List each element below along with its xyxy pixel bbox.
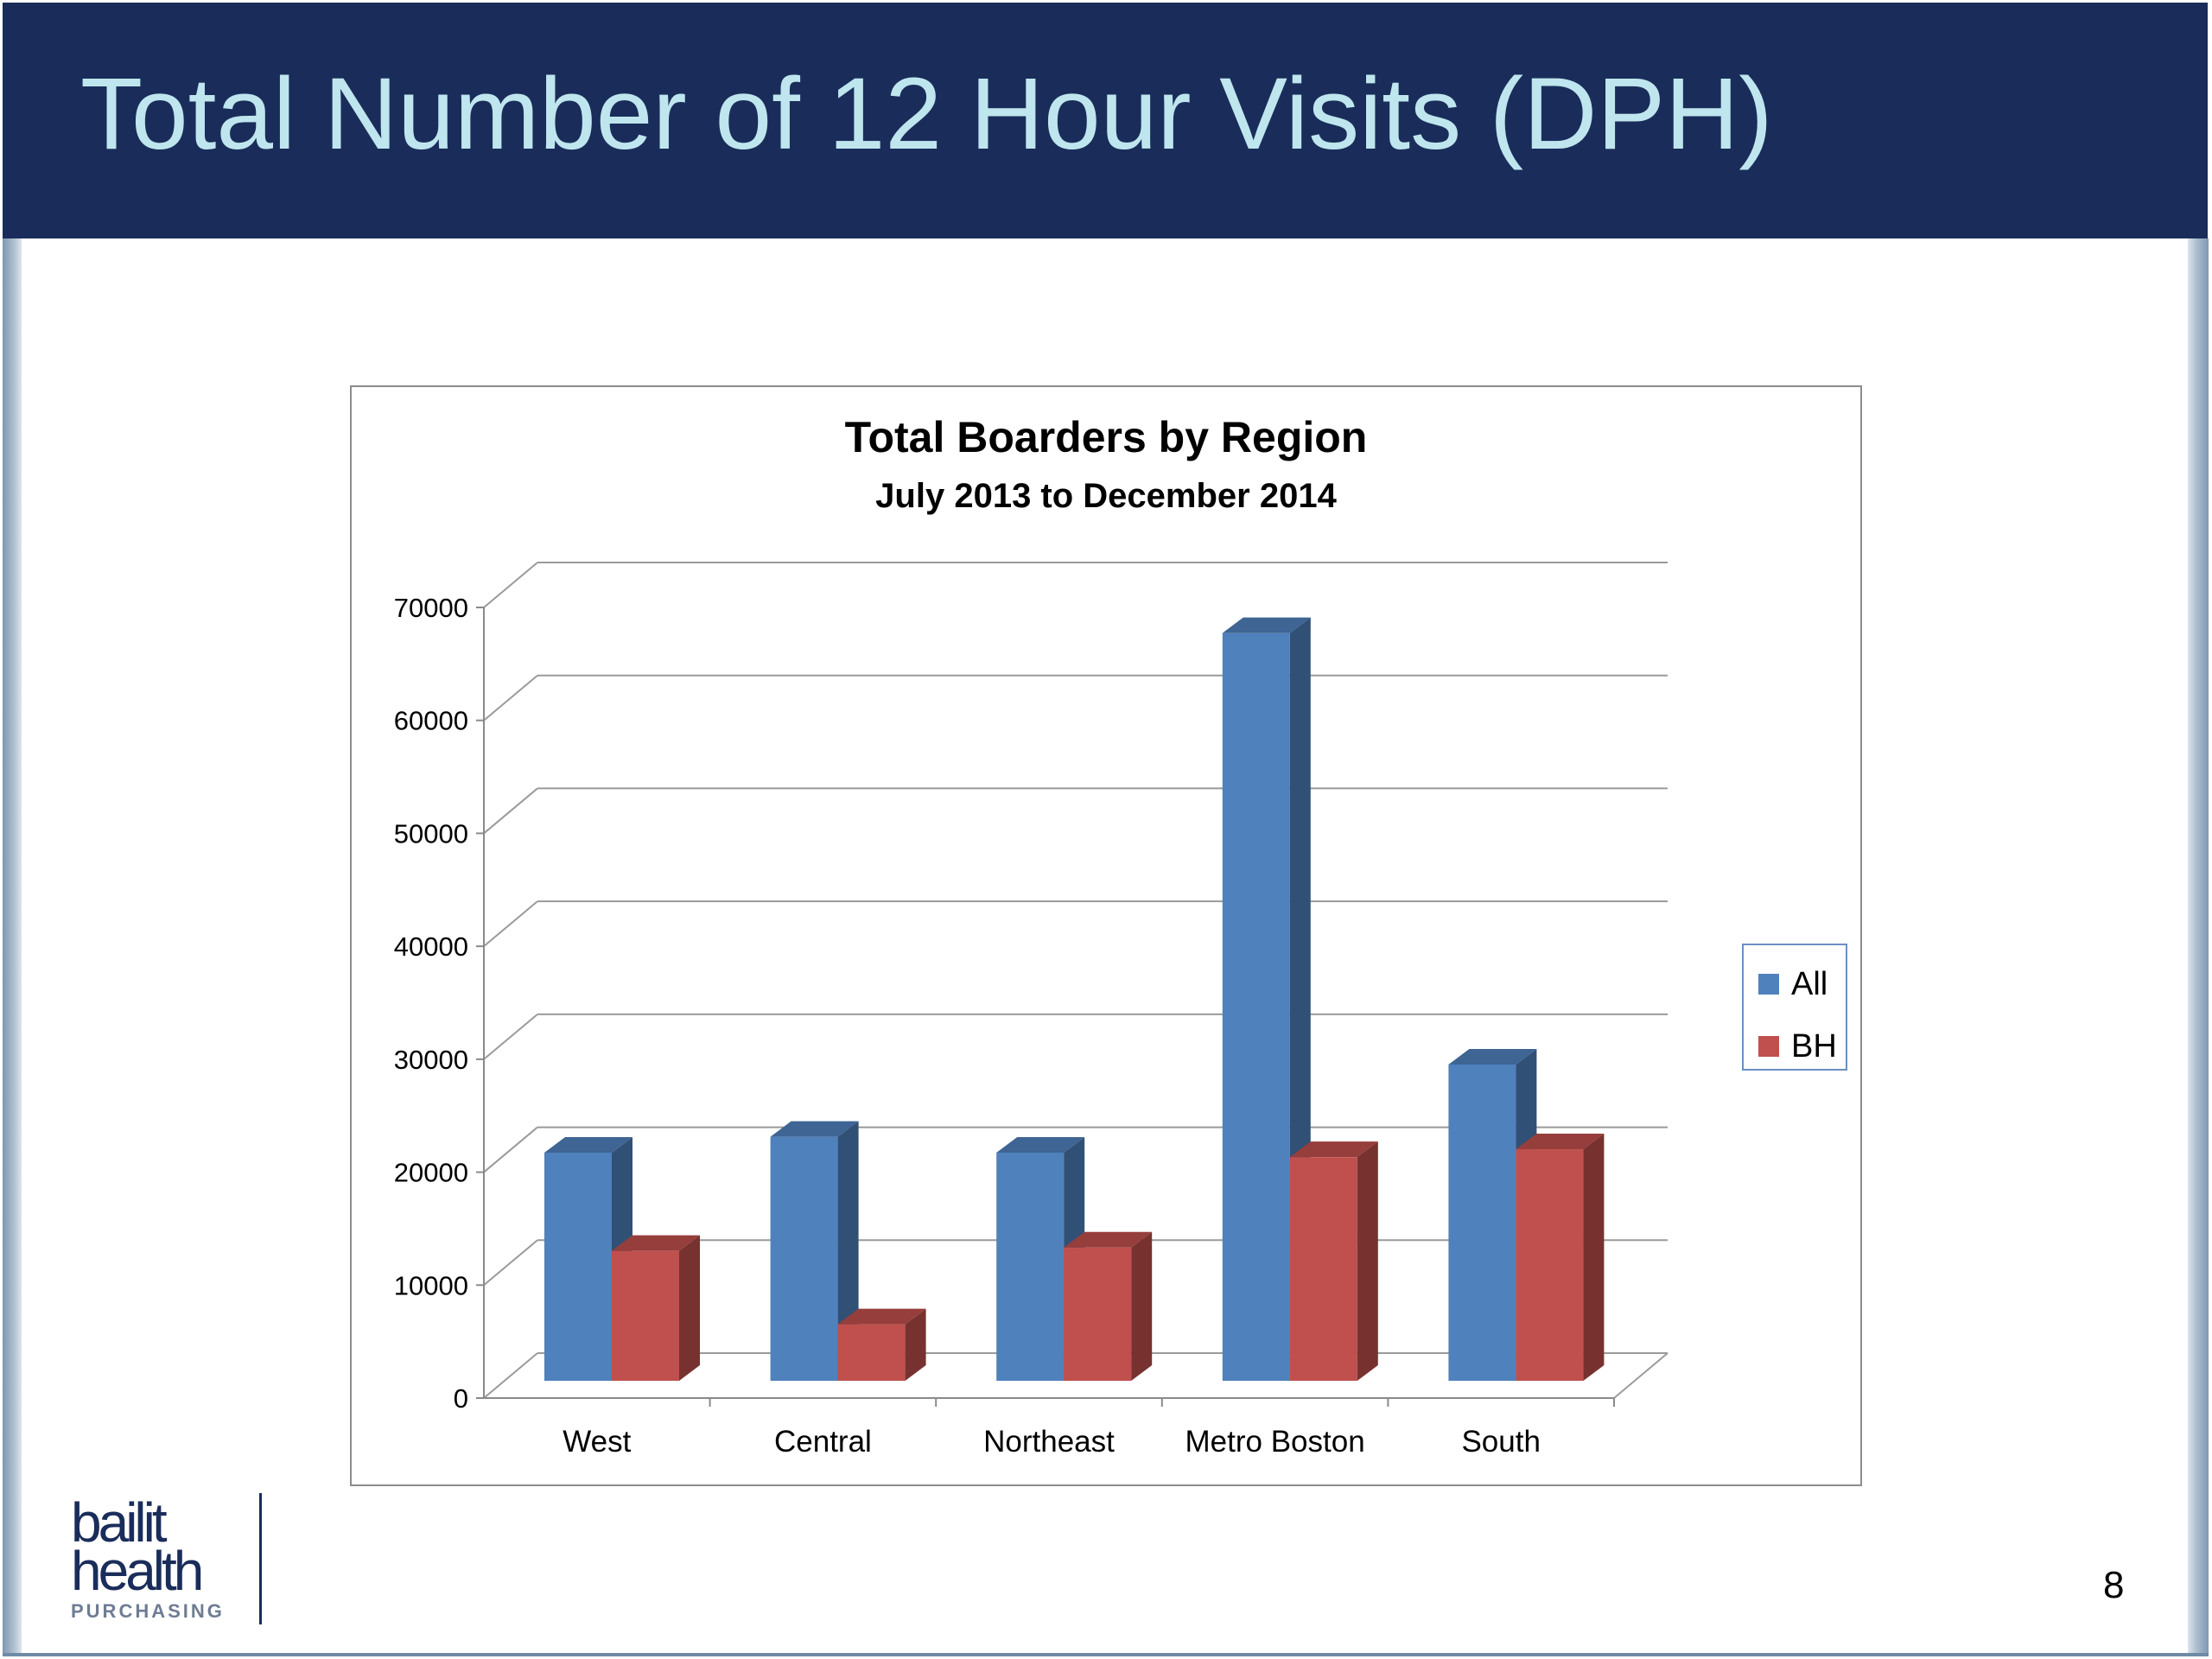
y-tick-label: 70000 [394,593,468,623]
bar-bh-west [612,1235,700,1381]
bars [544,617,1605,1381]
page-number: 8 [2103,1564,2125,1606]
bar-top [612,1235,700,1251]
gridline-side [483,674,538,721]
bar-front [544,1152,612,1381]
legend-swatch-bh [1758,1036,1779,1057]
bar-side [679,1235,700,1381]
bar-top [837,1308,926,1325]
y-tick-label: 20000 [394,1158,468,1188]
bar-chart: Total Boarders by Region July 2013 to De… [394,413,1847,1459]
gridline-side [483,787,538,835]
bar-top [1289,1141,1378,1158]
chart-title: Total Boarders by Region [845,413,1368,461]
slide-title: Total Number of 12 Hour Visits (DPH) [80,57,1773,171]
y-tick-label: 0 [454,1383,468,1414]
gridline-side [483,900,538,947]
axes [476,607,1669,1407]
bailit-health-logo: bailit health PURCHASING [71,1495,278,1626]
gridline-side [483,1239,538,1287]
bar-bh-south [1516,1134,1605,1381]
bar-front [1516,1149,1584,1381]
legend-label-all: All [1791,966,1827,1002]
bar-front [1289,1157,1357,1381]
bar-side [1357,1141,1378,1381]
y-tick-label: 30000 [394,1045,468,1075]
bar-bh-metro-boston [1289,1141,1378,1381]
logo-word-health: health [71,1540,204,1602]
title-bar: Total Number of 12 Hour Visits (DPH) [3,3,2208,238]
y-axis-tick-labels: 0 10000 20000 30000 40000 50000 60000 70000 [394,593,468,1414]
legend-label-bh: BH [1791,1028,1837,1065]
bar-top [1064,1231,1153,1248]
bar-side [1583,1134,1605,1381]
y-tick-label: 10000 [394,1270,468,1300]
x-category-label: Metro Boston [1185,1425,1365,1459]
x-category-label: Northeast [983,1425,1115,1459]
x-category-label: West [563,1425,631,1459]
bar-top [770,1121,859,1137]
right-border-bar [2188,238,2209,1656]
bottom-border-line [3,1653,2209,1656]
floor-right-edge [1613,1352,1669,1399]
y-tick-label: 60000 [394,706,468,736]
bar-top [1222,617,1311,633]
bar-front [996,1152,1065,1381]
bar-side [1131,1231,1153,1381]
bar-side [905,1308,926,1381]
gridline-side [483,1126,538,1173]
gridline-side [483,1014,538,1060]
bar-top [996,1136,1085,1153]
bar-front [1064,1247,1132,1381]
bar-front [1448,1065,1516,1381]
gridline-side [483,562,538,608]
legend: All BH [1742,944,1847,1071]
logo-word-bailit: bailit [71,1491,168,1554]
bar-bh-central [837,1308,926,1381]
bar-front [1222,632,1290,1381]
bar-top [1516,1134,1605,1150]
legend-swatch-all [1758,974,1779,995]
bar-top [544,1136,632,1153]
gridlines [483,562,1668,1399]
bar-front [770,1136,838,1381]
bar-top [1448,1049,1537,1065]
logo-divider [259,1493,262,1624]
bar-bh-northeast [1064,1231,1153,1381]
x-category-label: South [1461,1425,1540,1459]
y-tick-label: 40000 [394,931,468,962]
x-axis-category-labels: West Central Northeast Metro Boston South [563,1425,1541,1459]
bar-front [837,1324,906,1381]
y-tick-label: 50000 [394,818,468,849]
x-category-label: Central [774,1425,872,1459]
gridline-side [483,1352,538,1399]
left-border-bar [3,238,22,1656]
bar-front [612,1250,679,1381]
chart-subtitle: July 2013 to December 2014 [875,477,1337,515]
logo-word-purchasing: PURCHASING [71,1600,225,1622]
chart-container: Total Boarders by Region July 2013 to De… [350,385,1862,1486]
